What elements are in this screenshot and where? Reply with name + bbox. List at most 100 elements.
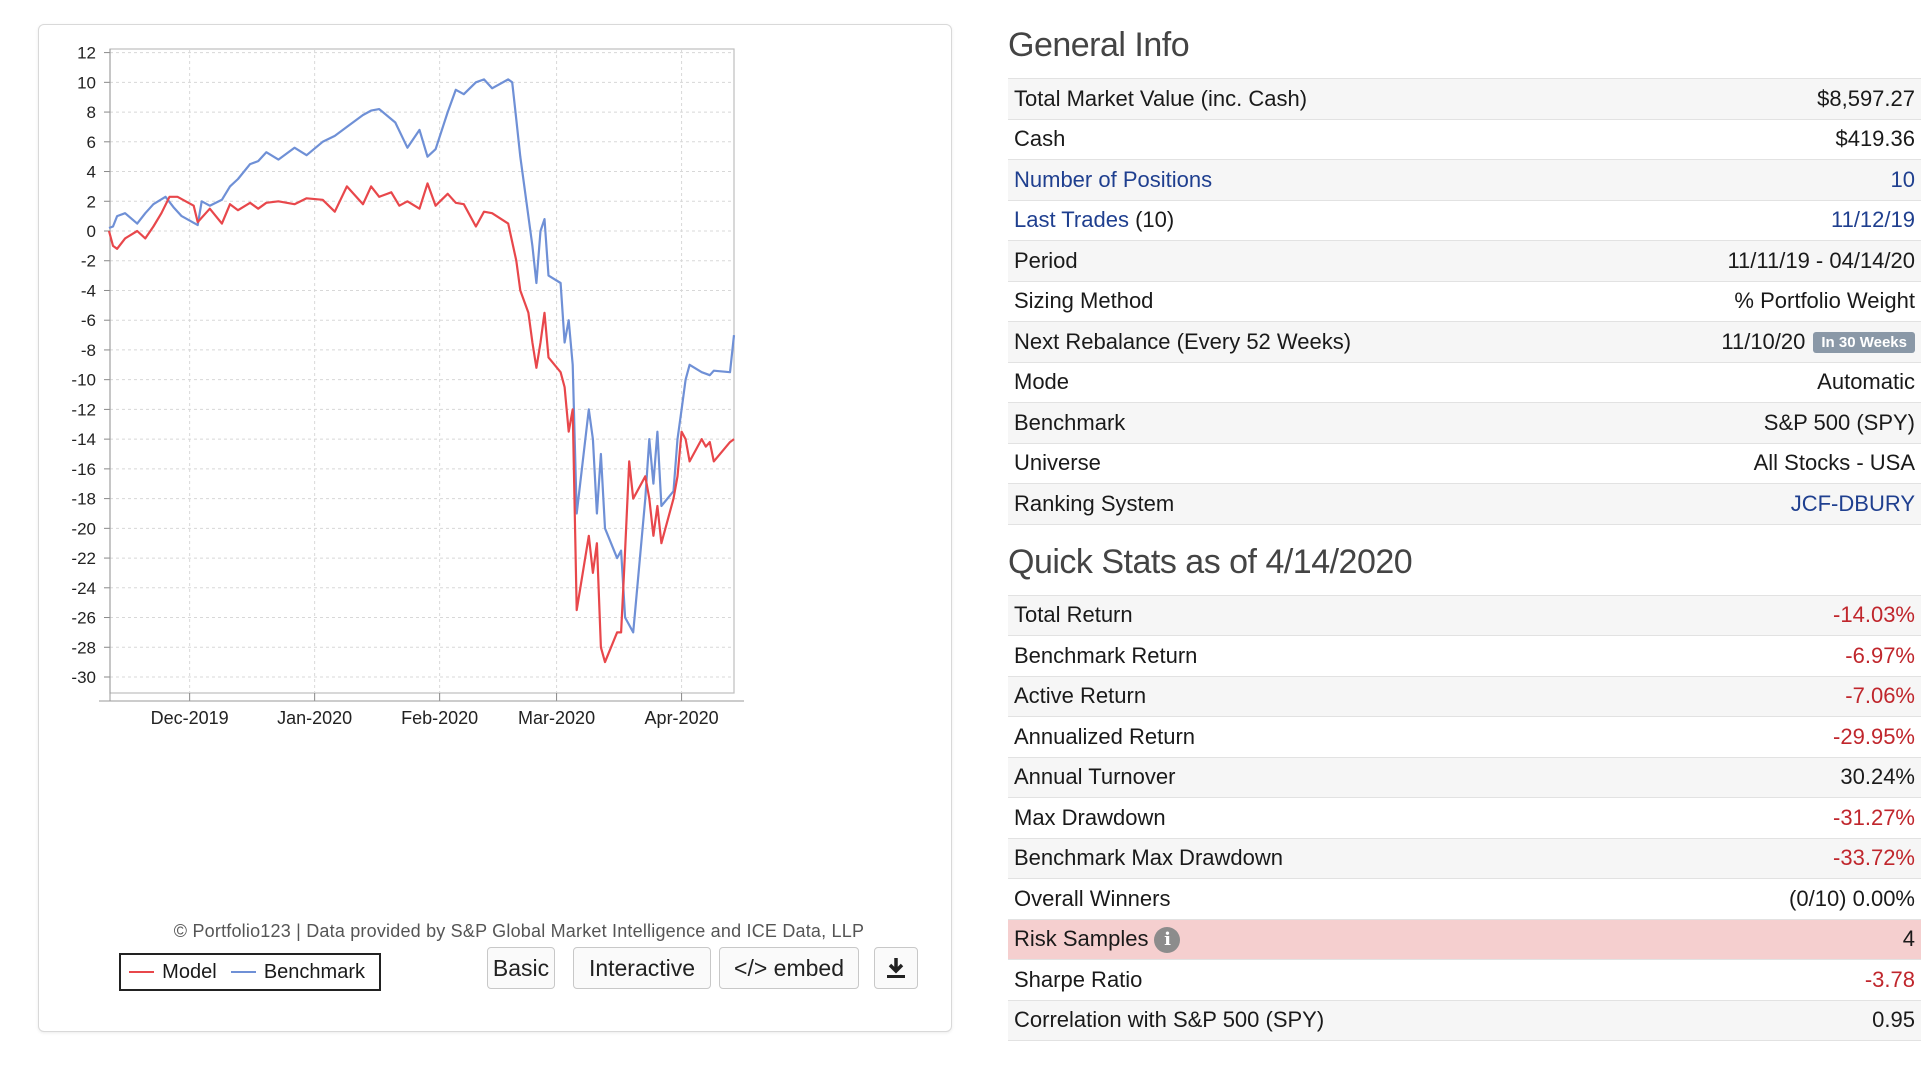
table-row: Mode Automatic bbox=[1008, 361, 1921, 403]
y-tick-label: -10 bbox=[71, 371, 96, 390]
row-label: Active Return bbox=[1008, 675, 1648, 717]
y-tick-label: -2 bbox=[81, 252, 96, 271]
row-value: -33.72% bbox=[1647, 837, 1921, 879]
row-label: Annualized Return bbox=[1008, 716, 1648, 757]
row-value: % Portfolio Weight bbox=[1582, 280, 1921, 322]
last-trades-link[interactable]: Last Trades bbox=[1014, 207, 1129, 233]
row-value: -7.06% bbox=[1647, 675, 1921, 717]
row-value: All Stocks - USA bbox=[1582, 442, 1921, 484]
y-tick-label: 6 bbox=[87, 133, 96, 152]
row-label: Universe bbox=[1008, 442, 1583, 484]
y-tick-label: -18 bbox=[71, 490, 96, 509]
x-tick-label: Jan-2020 bbox=[277, 708, 352, 728]
general-info-table: Total Market Value (inc. Cash) $8,597.27… bbox=[1008, 78, 1921, 525]
table-row: Total Return -14.03% bbox=[1008, 594, 1921, 636]
row-label: Total Return bbox=[1008, 594, 1648, 636]
row-value: 30.24% bbox=[1647, 756, 1921, 798]
row-label: Mode bbox=[1008, 361, 1583, 403]
download-button[interactable] bbox=[874, 947, 918, 989]
y-tick-label: -16 bbox=[71, 460, 96, 479]
last-trade-date-link[interactable]: 11/12/19 bbox=[1830, 207, 1915, 233]
y-tick-label: -20 bbox=[71, 519, 96, 538]
x-tick-label: Apr-2020 bbox=[645, 708, 719, 728]
y-tick-label: 4 bbox=[87, 163, 96, 182]
table-row: Max Drawdown -31.27% bbox=[1008, 797, 1921, 838]
row-value: -3.78 bbox=[1647, 959, 1921, 1000]
last-trades-count: (10) bbox=[1135, 207, 1175, 233]
row-value: 11/11/19 - 04/14/20 bbox=[1582, 240, 1921, 281]
row-label: Cash bbox=[1008, 118, 1583, 160]
row-label: Benchmark Max Drawdown bbox=[1008, 837, 1648, 879]
model-legend-swatch bbox=[129, 971, 155, 973]
y-tick-label: 2 bbox=[87, 192, 96, 211]
table-row: Correlation with S&P 500 (SPY) 0.95 bbox=[1008, 999, 1921, 1041]
table-row: Number of Positions 10 bbox=[1008, 159, 1921, 200]
y-tick-label: 10 bbox=[77, 73, 96, 92]
benchmark-legend-swatch bbox=[230, 971, 256, 973]
y-tick-label: 8 bbox=[87, 103, 96, 122]
row-label: Sizing Method bbox=[1008, 280, 1583, 322]
y-tick-label: -26 bbox=[71, 609, 96, 628]
y-tick-label: 0 bbox=[87, 222, 96, 241]
row-value: S&P 500 (SPY) bbox=[1582, 402, 1921, 443]
row-label: Annual Turnover bbox=[1008, 756, 1648, 798]
data-credit: © Portfolio123 | Data provided by S&P Gl… bbox=[173, 921, 865, 941]
row-label: Total Market Value (inc. Cash) bbox=[1008, 78, 1583, 119]
row-label: Correlation with S&P 500 (SPY) bbox=[1008, 999, 1648, 1041]
performance-chart: 12 10 8 6 4 2 0 -2 -4 -6 -8 -10 -12 -14 -16 -18 -20 -22 -2… bbox=[71, 44, 744, 728]
row-label: Sharpe Ratio bbox=[1008, 959, 1648, 1000]
interactive-button[interactable]: Interactive bbox=[573, 947, 711, 989]
table-row: Benchmark S&P 500 (SPY) bbox=[1008, 402, 1921, 443]
table-row: Annual Turnover 30.24% bbox=[1008, 756, 1921, 798]
chart-panel: 12 10 8 6 4 2 0 -2 -4 -6 -8 -10 -12 -14 -16 -18 -20 -22 -2… bbox=[38, 24, 952, 1032]
y-tick-label: -12 bbox=[71, 400, 96, 419]
info-icon[interactable]: i bbox=[1154, 926, 1181, 953]
ranking-system-link[interactable]: JCF-DBURY bbox=[1790, 490, 1915, 516]
row-label: Benchmark bbox=[1008, 402, 1583, 443]
benchmark-series-line bbox=[108, 78, 736, 634]
table-row: Benchmark Max Drawdown -33.72% bbox=[1008, 837, 1921, 879]
table-row: Total Market Value (inc. Cash) $8,597.27 bbox=[1008, 78, 1921, 119]
table-row: Next Rebalance (Every 52 Weeks) 11/10/20… bbox=[1008, 321, 1921, 362]
row-value: -31.27% bbox=[1647, 797, 1921, 838]
quick-stats-title: Quick Stats as of 4/14/2020 bbox=[1008, 542, 1413, 581]
plot-frame bbox=[109, 48, 735, 694]
table-row: Risk Samples i 4 bbox=[1008, 918, 1921, 960]
row-label: Max Drawdown bbox=[1008, 797, 1648, 838]
y-tick-label: -24 bbox=[71, 579, 96, 598]
row-value: $8,597.27 bbox=[1582, 78, 1921, 119]
general-info-title: General Info bbox=[1008, 26, 1190, 64]
row-label: Risk Samples bbox=[1014, 925, 1149, 951]
table-row: Sharpe Ratio -3.78 bbox=[1008, 959, 1921, 1000]
table-row: Universe All Stocks - USA bbox=[1008, 442, 1921, 484]
y-tick-label: -4 bbox=[81, 281, 96, 300]
row-value: -14.03% bbox=[1647, 594, 1921, 636]
y-tick-label: -6 bbox=[81, 311, 96, 330]
y-tick-label: -14 bbox=[71, 430, 96, 449]
table-row: Last Trades (10) 11/12/19 bbox=[1008, 199, 1921, 241]
chart-legend: Model Benchmark bbox=[119, 953, 381, 991]
table-row: Period 11/11/19 - 04/14/20 bbox=[1008, 240, 1921, 281]
positions-link[interactable]: Number of Positions bbox=[1014, 166, 1213, 192]
rebalance-date: 11/10/20 bbox=[1721, 328, 1806, 354]
positions-count-link[interactable]: 10 bbox=[1890, 166, 1915, 192]
row-label: Period bbox=[1008, 240, 1583, 281]
download-icon bbox=[887, 958, 905, 978]
row-value: Automatic bbox=[1582, 361, 1921, 403]
table-row: Benchmark Return -6.97% bbox=[1008, 635, 1921, 676]
y-tick-label: -28 bbox=[71, 638, 96, 657]
y-tick-label: -30 bbox=[71, 668, 96, 687]
y-tick-label: 12 bbox=[77, 44, 96, 63]
info-column: General Info Total Market Value (inc. Ca… bbox=[1008, 20, 1921, 1041]
y-tick-label: -22 bbox=[71, 549, 96, 568]
row-value: -6.97% bbox=[1647, 635, 1921, 676]
row-value: $419.36 bbox=[1582, 118, 1921, 160]
row-value: 0.95 bbox=[1647, 999, 1921, 1041]
row-label: Next Rebalance (Every 52 Weeks) bbox=[1008, 321, 1583, 362]
y-tick-label: -8 bbox=[81, 341, 96, 360]
table-row: Sizing Method % Portfolio Weight bbox=[1008, 280, 1921, 322]
embed-button[interactable]: </> embed bbox=[719, 947, 859, 989]
basic-button[interactable]: Basic bbox=[487, 947, 555, 989]
model-legend-label: Model bbox=[162, 960, 217, 983]
x-tick-label: Mar-2020 bbox=[518, 708, 595, 728]
